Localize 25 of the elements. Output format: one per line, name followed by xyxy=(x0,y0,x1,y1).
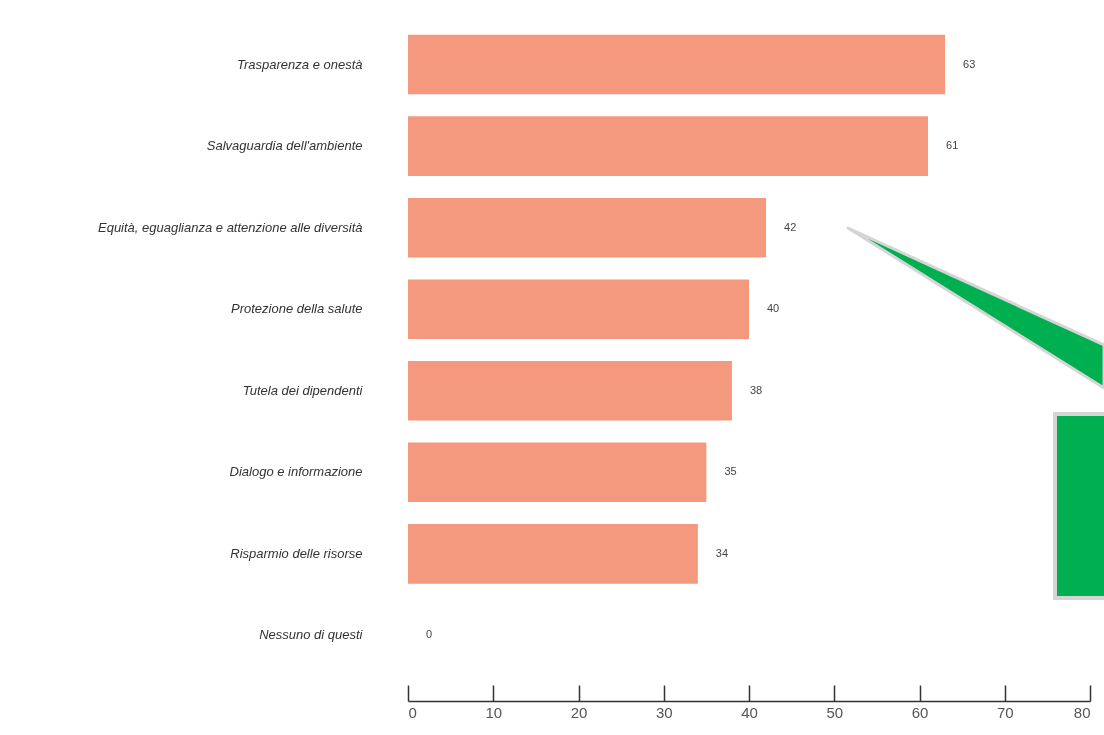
data-label: 34 xyxy=(715,546,729,559)
y-tick-label: Salvaguardia dell'ambiente xyxy=(206,138,363,154)
y-tick-label: Risparmio delle risorse xyxy=(230,545,363,561)
x-tick-label: 70 xyxy=(996,703,1014,721)
data-label: 0 xyxy=(426,628,433,641)
y-tick-label: Nessuno di questi xyxy=(259,627,364,643)
x-tick-label: 30 xyxy=(655,703,673,721)
x-tick-label: 20 xyxy=(570,703,588,721)
data-label: 40 xyxy=(767,302,780,315)
x-tick-label: 0 xyxy=(408,703,417,721)
y-tick-label: Protezione della salute xyxy=(230,301,363,317)
data-label: 61 xyxy=(946,139,959,152)
x-tick-label: 60 xyxy=(911,703,929,721)
data-label: 63 xyxy=(963,57,976,70)
data-label: 38 xyxy=(749,383,763,396)
data-label: 42 xyxy=(784,220,797,233)
y-tick-label: Equità, eguaglianza e attenzione alle diversità xyxy=(97,219,363,235)
x-tick-label: 40 xyxy=(741,703,758,721)
x-tick-label: 50 xyxy=(826,703,844,721)
y-tick-label: Dialogo e informazione xyxy=(229,464,363,480)
y-tick-label: Tutela dei dipendenti xyxy=(242,382,364,398)
y-tick-label: Trasparenza e onestà xyxy=(237,56,363,72)
x-tick-label: 10 xyxy=(485,703,503,721)
x-tick-label: 80 xyxy=(1073,703,1091,721)
data-label: 35 xyxy=(724,465,737,478)
